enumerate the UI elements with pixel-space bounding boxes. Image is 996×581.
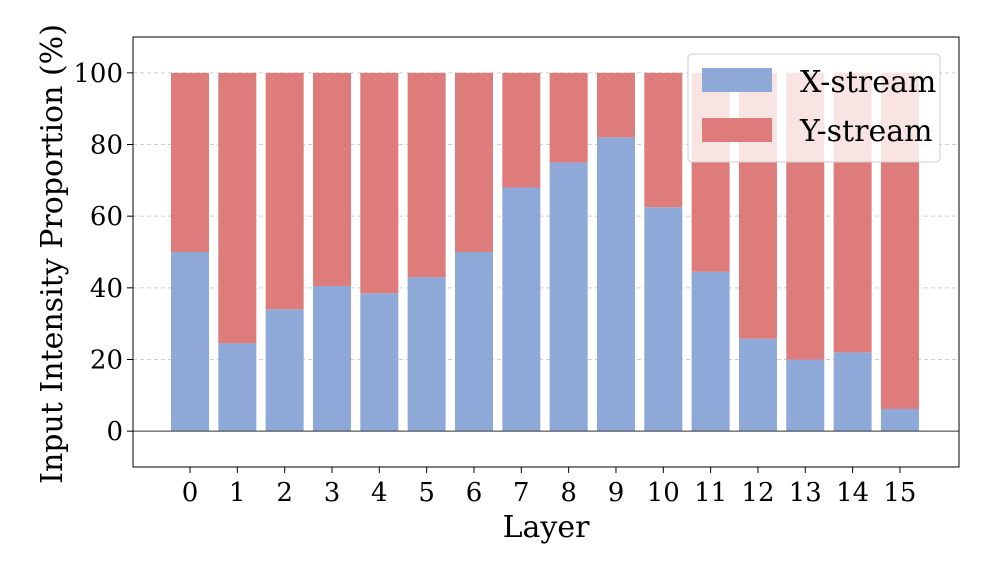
legend-label-x-stream: X-stream [800, 65, 936, 100]
bar-x-stream-layer-5 [407, 277, 446, 432]
bar-y-stream-layer-3 [312, 72, 351, 287]
bar-y-stream-layer-1 [218, 72, 257, 344]
bar-y-stream-layer-4 [360, 72, 399, 294]
x-tick-label-8: 8 [560, 478, 577, 508]
bar-x-stream-layer-13 [786, 359, 825, 432]
bar-y-stream-layer-6 [454, 72, 493, 252]
x-tick-label-9: 9 [608, 478, 625, 508]
bar-x-stream-layer-3 [312, 286, 351, 432]
bar-x-stream-layer-6 [454, 252, 493, 432]
x-tick-label-10: 10 [647, 478, 680, 508]
x-tick-label-12: 12 [741, 478, 774, 508]
plot-frame [132, 36, 960, 468]
x-axis-ticks: 0 1 2 3 4 5 6 7 8 9 10 11 12 13 14 15 [182, 467, 916, 508]
bar-y-stream-layer-2 [265, 72, 304, 310]
bar-y-stream-layer-8 [549, 72, 588, 163]
y-tick-label-0: 0 [106, 417, 123, 447]
bar-x-stream-layer-2 [265, 309, 304, 432]
x-tick-label-1: 1 [229, 478, 246, 508]
x-tick-label-11: 11 [694, 478, 727, 508]
legend: X-stream Y-stream [687, 53, 941, 163]
bar-x-stream-layer-7 [502, 187, 541, 432]
x-tick-label-14: 14 [836, 478, 869, 508]
bar-x-stream-layer-10 [644, 207, 683, 432]
bar-y-stream-layer-0 [171, 72, 209, 252]
x-axis-label: Layer [503, 510, 591, 545]
legend-swatch-y-stream [702, 118, 772, 142]
legend-swatch-x-stream [702, 68, 772, 92]
bar-x-stream-layer-12 [738, 338, 777, 432]
legend-label-y-stream: Y-stream [799, 114, 933, 149]
y-tick-label-80: 80 [90, 131, 123, 161]
bar-x-stream-layer-11 [691, 271, 730, 432]
x-tick-label-5: 5 [418, 478, 435, 508]
y-axis-label: Input Intensity Proportion (%) [35, 24, 70, 484]
bar-x-stream-layer-1 [218, 343, 257, 432]
bar-y-stream-layer-9 [596, 72, 635, 138]
y-tick-label-40: 40 [90, 274, 123, 304]
y-tick-label-100: 100 [73, 59, 123, 89]
bar-y-stream-layer-7 [502, 72, 541, 188]
bar-x-stream-layer-4 [360, 293, 399, 432]
x-tick-label-3: 3 [324, 478, 341, 508]
bar-y-stream-layer-5 [407, 72, 446, 278]
x-tick-label-4: 4 [371, 478, 388, 508]
x-tick-label-6: 6 [466, 478, 483, 508]
bar-x-stream-layer-0 [171, 252, 209, 432]
x-tick-label-7: 7 [513, 478, 530, 508]
bar-y-stream-layer-10 [644, 72, 683, 208]
x-tick-label-15: 15 [883, 478, 916, 508]
x-tick-label-0: 0 [182, 478, 199, 508]
x-tick-label-13: 13 [789, 478, 822, 508]
bar-x-stream-layer-8 [549, 162, 588, 432]
y-tick-label-20: 20 [90, 346, 123, 376]
x-tick-label-2: 2 [276, 478, 293, 508]
bar-x-stream-layer-9 [596, 137, 635, 432]
y-axis-ticks: 0 20 40 60 80 100 [73, 59, 133, 447]
bar-x-stream-layer-14 [833, 352, 872, 432]
bar-x-stream-layer-15 [880, 408, 919, 432]
y-tick-label-60: 60 [90, 202, 123, 232]
